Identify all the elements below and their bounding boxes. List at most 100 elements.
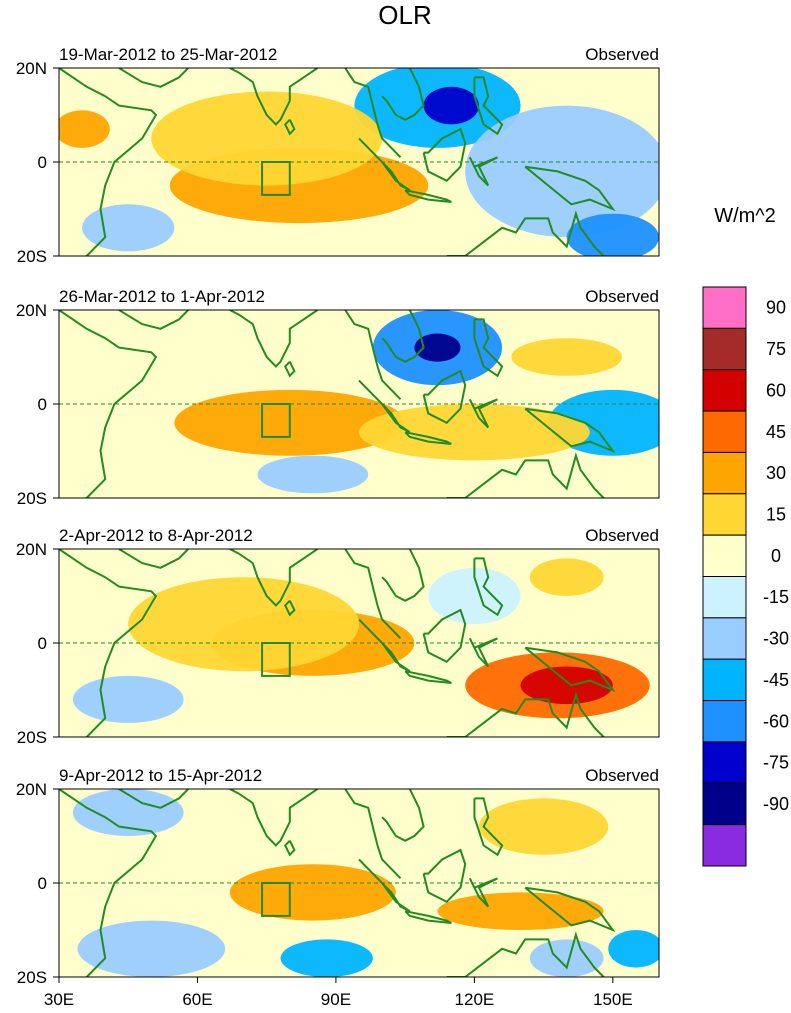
figure-title: OLR: [378, 0, 431, 30]
colorbar-swatch: [702, 782, 747, 826]
coastline: [118, 310, 189, 330]
olr-anomaly-region: [608, 930, 659, 968]
coastline: [344, 310, 402, 400]
coastline: [381, 310, 425, 363]
coastline: [446, 210, 605, 256]
olr-anomaly-region: [72, 675, 184, 723]
panels: 19-Mar-2012 to 25-Mar-2012 Observed 20N 0 20…: [16, 45, 660, 1009]
panel-date-range: 26-Mar-2012 to 1-Apr-2012: [59, 287, 265, 306]
coastline: [59, 789, 158, 977]
colorbar-label: 60: [766, 380, 786, 400]
olr-anomaly-region: [529, 939, 604, 977]
coastline: [381, 68, 425, 121]
y-tick-label: 0: [38, 634, 47, 653]
coastline: [283, 600, 296, 617]
olr-anomaly-region: [77, 920, 226, 977]
coastline: [59, 549, 158, 737]
olr-anomaly-region: [566, 213, 659, 256]
colorbar-label: -30: [763, 629, 789, 649]
coastline: [59, 310, 158, 498]
coastline: [283, 840, 296, 857]
y-tick-label: 20N: [16, 540, 47, 559]
coastline: [229, 310, 319, 368]
coastline: [283, 361, 296, 378]
olr-panel: 9-Apr-2012 to 15-Apr-2012 Observed 20N 0 20S…: [16, 766, 660, 1009]
x-tick-label: 150E: [593, 990, 633, 1009]
coastline: [118, 549, 189, 569]
colorbar-label: -15: [763, 587, 789, 607]
colorbar-swatch: [702, 327, 747, 371]
x-tick-label: 60E: [182, 990, 212, 1009]
region-box: [261, 882, 291, 917]
olr-panel: 2-Apr-2012 to 8-Apr-2012 Observed 20N 0 20S: [16, 526, 660, 747]
coastline: [473, 557, 504, 617]
coastline: [118, 68, 189, 88]
coastline: [422, 608, 467, 664]
y-tick-label: 20N: [16, 59, 47, 78]
coastline: [404, 189, 452, 203]
units-label: W/m^2: [714, 205, 776, 227]
panel-observed-label: Observed: [585, 526, 659, 545]
coastline: [468, 637, 498, 668]
panel-date-range: 2-Apr-2012 to 8-Apr-2012: [59, 526, 253, 545]
coastline: [473, 797, 504, 857]
y-tick-label: 20S: [17, 247, 47, 266]
x-tick-label: 30E: [44, 990, 74, 1009]
coastline: [229, 68, 319, 126]
y-tick-label: 20S: [17, 968, 47, 987]
y-tick-label: 0: [38, 874, 47, 893]
coastline: [468, 156, 498, 187]
colorbar-swatch: [702, 534, 747, 578]
region-box: [261, 403, 291, 438]
olr-anomaly-region: [437, 892, 604, 930]
olr-anomaly-region: [359, 404, 590, 461]
coastline: [446, 691, 605, 737]
colorbar-swatch: [702, 741, 747, 784]
colorbar-label: 45: [766, 422, 786, 442]
colorbar-label: -90: [763, 794, 789, 814]
y-tick-label: 20S: [17, 489, 47, 508]
coastline: [229, 789, 319, 847]
coastline: [473, 76, 504, 136]
olr-anomaly-region: [428, 567, 521, 625]
olr-anomaly-region: [59, 110, 110, 148]
olr-panel: 19-Mar-2012 to 25-Mar-2012 Observed 20N 0 20…: [16, 45, 660, 266]
panel-observed-label: Observed: [585, 45, 659, 64]
coastline: [59, 68, 158, 256]
coastline: [404, 910, 452, 924]
coastline: [283, 119, 296, 136]
y-tick-label: 20S: [17, 728, 47, 747]
colorbar-swatch: [702, 451, 747, 495]
coastline: [381, 789, 425, 842]
coastline: [524, 646, 616, 693]
colorbar-swatch: [702, 286, 747, 329]
y-tick-label: 0: [38, 153, 47, 172]
panel-observed-label: Observed: [585, 287, 659, 306]
coastline: [229, 549, 319, 607]
coastline: [524, 165, 616, 212]
colorbar-label: 30: [766, 463, 786, 483]
coastline: [344, 68, 402, 158]
colorbar-swatch: [702, 410, 747, 453]
olr-anomaly-region: [151, 91, 383, 186]
region-box: [261, 642, 291, 677]
colorbar-swatch: [702, 369, 747, 412]
coastline: [118, 789, 189, 809]
olr-anomaly-region: [280, 939, 373, 977]
olr-anomaly-region: [529, 558, 604, 596]
coastline: [446, 452, 605, 498]
colorbar-swatch: [702, 617, 747, 660]
colorbar: 90 75 60 45 30 15 0 -15 -30 -45 -60 -75 -90: [702, 286, 789, 867]
coastline: [404, 670, 452, 684]
x-tick-label: 120E: [455, 990, 495, 1009]
x-tick-label: 90E: [321, 990, 351, 1009]
olr-anomaly-region: [520, 666, 613, 705]
panel-date-range: 9-Apr-2012 to 15-Apr-2012: [59, 766, 262, 785]
coastline: [468, 877, 498, 908]
coastline: [524, 407, 616, 454]
olr-anomaly-region: [128, 577, 359, 672]
coastline: [344, 789, 402, 879]
y-tick-label: 20N: [16, 301, 47, 320]
colorbar-swatch: [702, 493, 747, 536]
